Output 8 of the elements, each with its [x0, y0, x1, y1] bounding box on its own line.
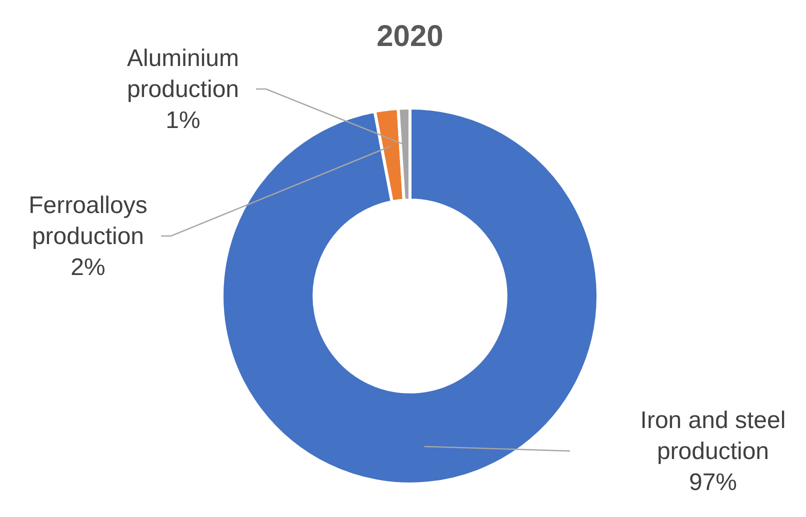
slice-label: Aluminium production	[126, 45, 240, 103]
data-label: 2%	[70, 254, 106, 281]
slice-label: Ferroalloys production	[28, 192, 148, 250]
donut-slice	[220, 106, 600, 486]
chart-title: 2020	[376, 20, 444, 53]
data-label: 1%	[166, 107, 200, 134]
data-label: 97%	[688, 469, 738, 496]
slice-label: Iron and steel production	[640, 407, 786, 465]
